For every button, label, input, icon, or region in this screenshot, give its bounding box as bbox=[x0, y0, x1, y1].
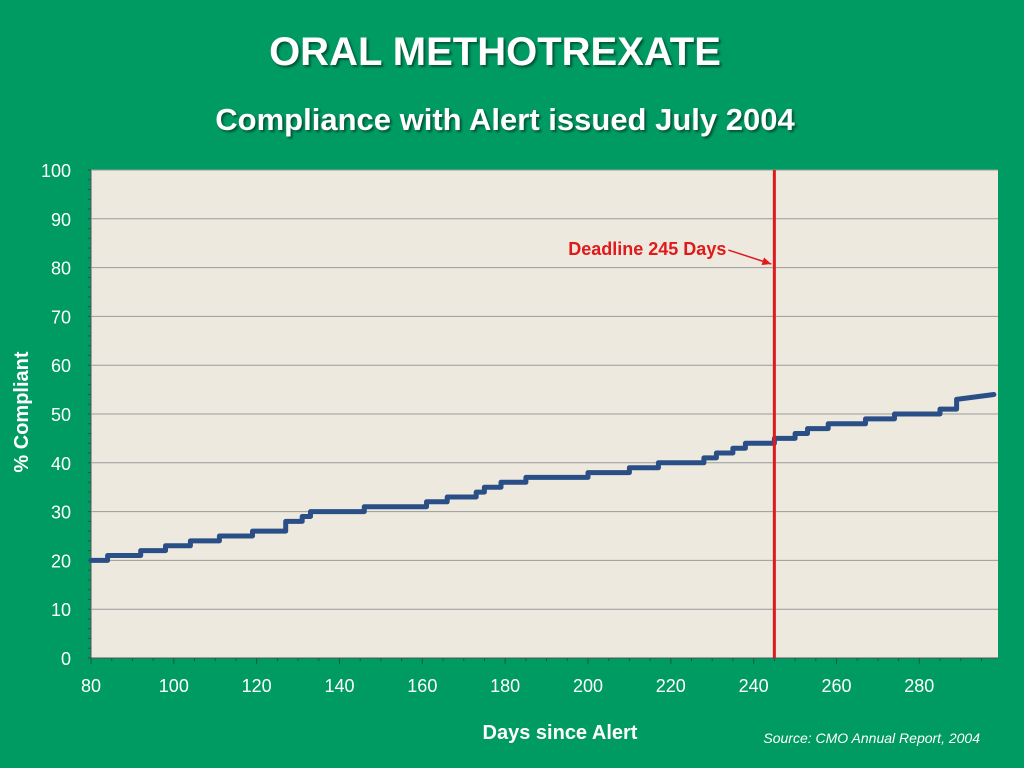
x-tick-label: 280 bbox=[904, 676, 934, 696]
slide-title: ORAL METHOTREXATE bbox=[269, 30, 721, 74]
y-tick-label: 60 bbox=[51, 356, 71, 376]
deadline-arrowhead bbox=[761, 257, 772, 266]
x-tick-label: 220 bbox=[656, 676, 686, 696]
deadline-label: Deadline 245 Days bbox=[568, 239, 726, 259]
y-axis-label: % Compliant bbox=[11, 351, 33, 472]
y-tick-label: 0 bbox=[61, 649, 71, 669]
y-tick-label: 10 bbox=[51, 600, 71, 620]
x-tick-labels: 80 100 120 140 160 180 200 220 240 260 280 bbox=[81, 676, 934, 696]
y-tick-label: 100 bbox=[41, 161, 71, 181]
x-tick-label: 160 bbox=[407, 676, 437, 696]
x-tick-label: 200 bbox=[573, 676, 603, 696]
x-tick-label: 180 bbox=[490, 676, 520, 696]
y-tick-label: 30 bbox=[51, 503, 71, 523]
x-tick-label: 80 bbox=[81, 676, 101, 696]
y-tick-label: 40 bbox=[51, 454, 71, 474]
x-tick-label: 260 bbox=[821, 676, 851, 696]
x-tick-label: 100 bbox=[159, 676, 189, 696]
source-note: Source: CMO Annual Report, 2004 bbox=[763, 730, 980, 746]
y-tick-label: 70 bbox=[51, 307, 71, 327]
x-axis-label: Days since Alert bbox=[483, 722, 638, 744]
y-tick-label: 20 bbox=[51, 551, 71, 571]
x-tick-label: 240 bbox=[739, 676, 769, 696]
x-tick-label: 120 bbox=[242, 676, 272, 696]
y-minor-ticks bbox=[88, 169, 92, 659]
y-tick-labels: 0 10 20 30 40 50 60 70 80 90 100 bbox=[41, 161, 71, 669]
y-tick-label: 80 bbox=[51, 259, 71, 279]
compliance-series-line bbox=[88, 392, 997, 563]
x-tick-label: 140 bbox=[324, 676, 354, 696]
slide-subtitle: Compliance with Alert issued July 2004 bbox=[215, 102, 795, 137]
y-tick-label: 50 bbox=[51, 405, 71, 425]
y-tick-label: 90 bbox=[51, 210, 71, 230]
x-tick-marks bbox=[90, 657, 998, 664]
